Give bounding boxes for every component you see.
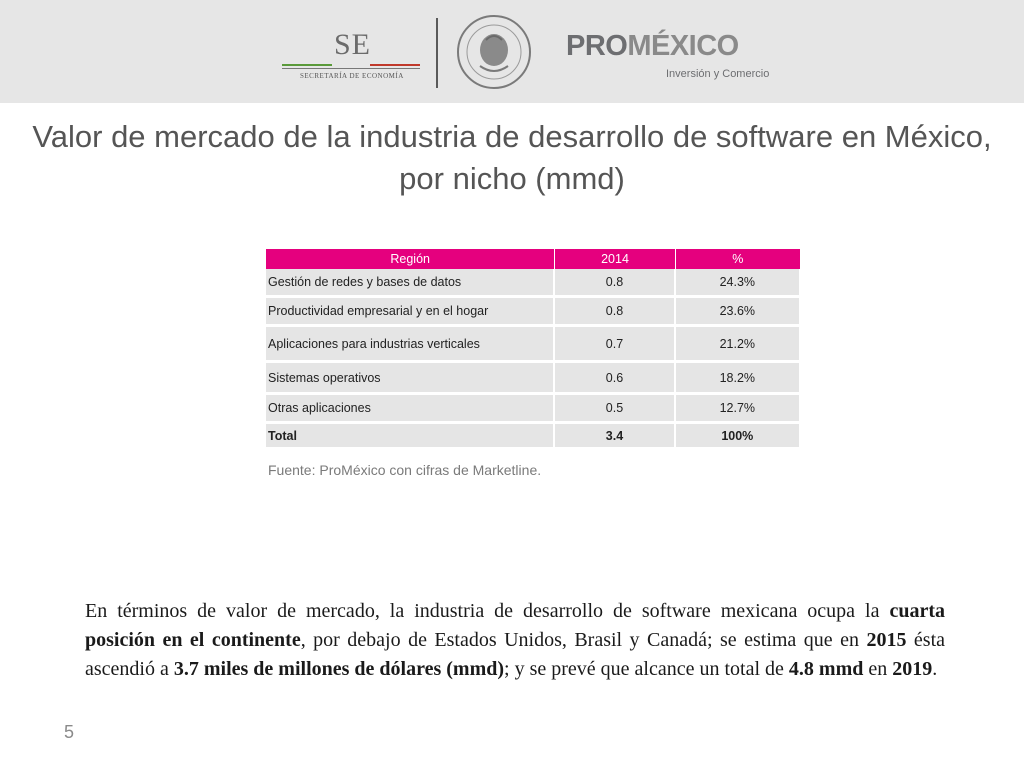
header-percent: %: [675, 249, 801, 269]
row-percent: 21.2%: [675, 327, 801, 363]
se-logo-subtitle: SECRETARÍA DE ECONOMÍA: [300, 72, 404, 80]
total-percent: 100%: [675, 424, 801, 450]
promexico-logo: PROMÉXICO Inversión y Comercio: [566, 30, 776, 86]
header-band: SE SECRETARÍA DE ECONOMÍA PROMÉXICO Inve…: [0, 0, 1024, 103]
body-text-4: ; y se prevé que alcance un total de: [504, 658, 789, 680]
row-label: Sistemas operativos: [266, 363, 556, 395]
row-value: 0.7: [555, 327, 676, 363]
national-seal-icon: [457, 15, 531, 89]
table-header-row: Región 2014 %: [266, 249, 801, 269]
row-label: Productividad empresarial y en el hogar: [266, 298, 556, 327]
promexico-mexico: MÉXICO: [627, 30, 739, 62]
body-text-5: en: [863, 658, 893, 680]
source-note: Fuente: ProMéxico con cifras de Marketli…: [268, 462, 542, 478]
row-label: Gestión de redes y bases de datos: [266, 269, 556, 298]
body-text-3: ésta ascendió a: [85, 629, 946, 680]
page-title: Valor de mercado de la industria de desa…: [32, 119, 992, 196]
body-bold-4: 4.8 mmd: [788, 658, 864, 680]
row-label: Otras aplicaciones: [266, 395, 556, 424]
body-bold-3: 3.7 miles de millones de dólares (mmd): [173, 658, 505, 680]
page-number: 5: [64, 722, 75, 742]
promexico-tagline: Inversión y Comercio: [666, 68, 770, 80]
row-percent: 12.7%: [675, 395, 801, 424]
total-label: Total: [266, 424, 556, 450]
body-bold-2: 2015: [866, 629, 907, 651]
row-percent: 18.2%: [675, 363, 801, 395]
header-year: 2014: [555, 249, 676, 269]
table-row: Otras aplicaciones 0.5 12.7%: [266, 395, 801, 424]
body-text-6: .: [932, 658, 938, 680]
table-row: Sistemas operativos 0.6 18.2%: [266, 363, 801, 395]
body-bold-5: 2019: [892, 658, 933, 680]
body-bold-1: cuarta posición en el continente: [85, 600, 945, 651]
row-value: 0.8: [555, 298, 676, 327]
table-row: Aplicaciones para industrias verticales …: [266, 327, 801, 363]
table-row: Productividad empresarial y en el hogar …: [266, 298, 801, 327]
row-value: 0.5: [555, 395, 676, 424]
body-text-2: , por debajo de Estados Unidos, Brasil y…: [300, 629, 867, 651]
row-label: Aplicaciones para industrias verticales: [266, 327, 556, 363]
row-value: 0.8: [555, 269, 676, 298]
body-paragraph: En términos de valor de mercado, la indu…: [85, 597, 945, 684]
header-divider: [436, 18, 438, 88]
promexico-wordmark: PROMÉXICO: [566, 30, 739, 63]
row-percent: 24.3%: [675, 269, 801, 298]
se-grey-line: [282, 68, 420, 69]
se-red-line: [370, 64, 420, 66]
table-row: Gestión de redes y bases de datos 0.8 24…: [266, 269, 801, 298]
se-green-line: [282, 64, 332, 66]
row-value: 0.6: [555, 363, 676, 395]
header-region: Región: [266, 249, 556, 269]
promexico-pro: PRO: [566, 30, 628, 62]
table-total-row: Total 3.4 100%: [266, 424, 801, 450]
row-percent: 23.6%: [675, 298, 801, 327]
se-logo: SE SECRETARÍA DE ECONOMÍA: [282, 28, 422, 83]
se-logo-mark: SE: [334, 28, 372, 61]
total-value: 3.4: [555, 424, 676, 450]
market-value-table: Región 2014 % Gestión de redes y bases d…: [266, 249, 801, 450]
body-text-1: En términos de valor de mercado, la indu…: [85, 600, 890, 622]
